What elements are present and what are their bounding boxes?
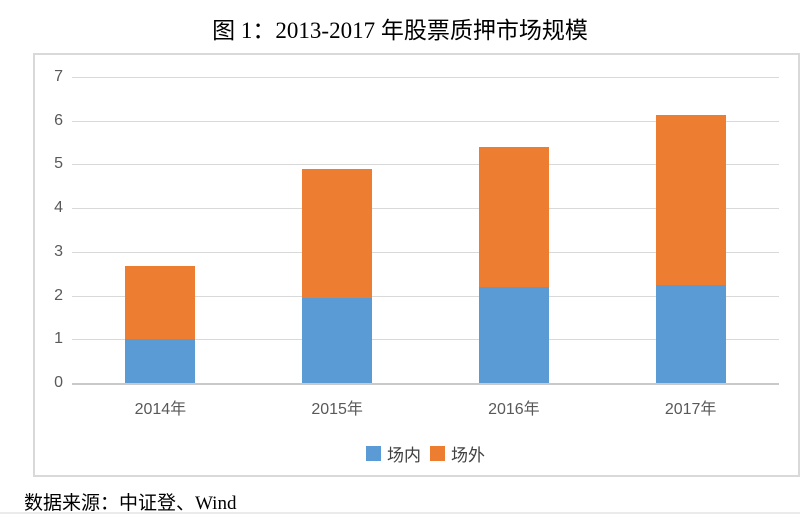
gridline (72, 77, 779, 78)
y-axis-tick-label: 2 (54, 286, 63, 304)
chart-title: 图 1：2013-2017 年股票质押市场规模 (212, 18, 588, 43)
bar-segment-on-exchange (302, 297, 373, 383)
legend-swatch-on-exchange (366, 446, 381, 461)
x-axis-tick-label: 2014年 (134, 401, 187, 418)
bar-segment-off-exchange (125, 266, 196, 340)
gridline (72, 208, 779, 210)
bar-segment-off-exchange (655, 115, 726, 285)
bar-segment-off-exchange (478, 146, 549, 287)
y-axis-tick-label: 5 (54, 155, 63, 173)
y-axis-tick-label: 6 (54, 111, 63, 129)
legend-label: 场外 (451, 446, 485, 465)
gridline (72, 164, 779, 166)
x-axis-tick-label: 2017年 (664, 401, 717, 418)
bar-segment-off-exchange (302, 168, 373, 298)
y-axis-tick-label: 4 (54, 199, 63, 217)
y-axis-tick-label: 7 (54, 68, 63, 85)
gridline (72, 251, 779, 253)
gridline (72, 120, 779, 122)
bar-segment-on-exchange (655, 284, 726, 383)
legend-label: 场内 (387, 446, 421, 465)
chart-frame: 0 1 2 3 4 5 6 7 2014年 2015年 2016年 2017年 场内 场外 (33, 53, 800, 477)
legend-item-on-exchange: 场内 (366, 441, 421, 466)
legend-swatch-off-exchange (430, 446, 445, 461)
x-axis-tick-label: 2015年 (311, 401, 363, 418)
legend-item-off-exchange: 场外 (430, 441, 485, 466)
legend: 场内 场外 (72, 441, 779, 466)
x-axis-tick-label: 2016年 (488, 401, 540, 418)
bar-segment-on-exchange (478, 286, 549, 383)
y-axis-tick-label: 0 (54, 374, 63, 391)
plot-area (72, 77, 779, 385)
y-axis-tick-label: 1 (54, 330, 63, 348)
gridline (72, 339, 779, 341)
source-note: 数据来源：中证登、Wind (24, 493, 237, 514)
bar-segment-on-exchange (125, 339, 196, 383)
y-axis-tick-label: 3 (54, 242, 63, 260)
bottom-rule-line (0, 512, 800, 514)
gridline (72, 295, 779, 297)
